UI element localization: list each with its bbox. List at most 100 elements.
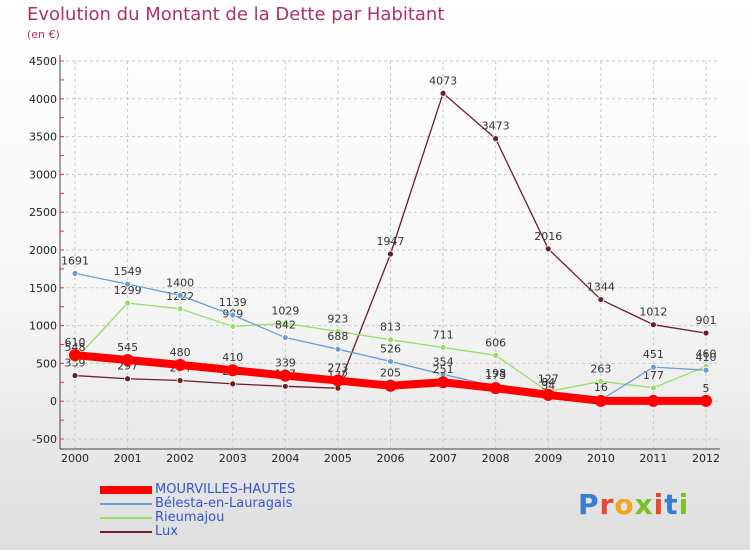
data-label: 711: [433, 328, 454, 341]
y-tick-label: 4500: [29, 55, 57, 68]
logo-letter: r: [599, 488, 615, 521]
data-point: [281, 382, 289, 390]
data-label: 2016: [534, 230, 562, 243]
data-point: [492, 351, 500, 359]
legend-swatch: [100, 503, 152, 505]
data-point: [281, 320, 289, 327]
y-tick-label: 1000: [29, 320, 57, 333]
x-tick-label: 2005: [324, 452, 352, 465]
data-label: 480: [170, 346, 191, 359]
x-tick-label: 2000: [61, 452, 89, 465]
data-point: [174, 358, 187, 371]
data-label: 410: [222, 351, 243, 364]
y-tick-label: 3500: [29, 131, 57, 144]
data-point: [702, 366, 710, 374]
data-point: [229, 311, 237, 319]
data-point: [71, 372, 79, 379]
data-label: 205: [380, 367, 401, 380]
data-label: 84: [541, 376, 555, 389]
data-label: 177: [643, 369, 664, 382]
data-point: [650, 363, 657, 371]
data-point: [71, 269, 79, 277]
data-label: 1139: [219, 296, 247, 309]
legend-item-rieumajou: Rieumajou: [100, 511, 295, 525]
x-tick-label: 2004: [271, 452, 299, 465]
data-label: 451: [643, 348, 664, 361]
x-tick-label: 2003: [219, 452, 247, 465]
legend: MOURVILLES-HAUTES Bélesta-en-Lauragais R…: [100, 483, 295, 539]
data-point: [439, 344, 447, 351]
legend-item-belesta: Bélesta-en-Lauragais: [100, 497, 295, 511]
data-label: 1947: [377, 235, 405, 248]
data-label: 410: [696, 351, 717, 364]
data-point: [229, 323, 237, 330]
data-point: [176, 377, 184, 384]
data-label: 173: [485, 369, 506, 382]
x-tick-label: 2006: [377, 452, 405, 465]
data-point: [226, 364, 239, 377]
logo-letter: o: [614, 488, 635, 521]
data-point: [387, 336, 394, 344]
logo-letter: i: [653, 488, 665, 521]
legend-swatch: [100, 517, 152, 519]
chart-title: Evolution du Montant de la Dette par Hab…: [27, 4, 445, 25]
data-point: [384, 379, 397, 392]
data-label: 526: [380, 342, 401, 355]
data-point: [176, 291, 184, 299]
legend-item-lux: Lux: [100, 525, 295, 539]
data-label: 251: [433, 363, 454, 376]
data-label: 606: [485, 336, 506, 349]
data-point: [331, 374, 344, 387]
data-point: [176, 305, 184, 313]
data-label: 1691: [61, 254, 89, 267]
data-point: [650, 384, 657, 392]
data-label: 127: [538, 373, 559, 386]
data-label: 813: [380, 321, 401, 334]
legend-label: Bélesta-en-Lauragais: [155, 496, 293, 511]
data-point: [542, 388, 555, 401]
data-label: 545: [117, 341, 138, 354]
data-label: 1012: [639, 306, 667, 319]
data-point: [647, 394, 660, 407]
y-tick-label: 2000: [29, 244, 57, 257]
data-point: [594, 394, 607, 407]
data-label: 688: [327, 330, 348, 343]
x-tick-label: 2010: [587, 452, 615, 465]
data-point: [492, 135, 500, 143]
data-label: 3473: [482, 120, 510, 133]
logo-letter: P: [578, 488, 600, 521]
data-point: [650, 321, 657, 329]
data-point: [387, 250, 394, 258]
data-point: [281, 334, 289, 341]
x-tick-label: 2008: [482, 452, 510, 465]
data-point: [700, 394, 712, 407]
data-point: [489, 382, 502, 395]
data-point: [334, 328, 342, 335]
data-label: 354: [433, 355, 454, 368]
data-label: 1549: [114, 265, 142, 278]
data-point: [121, 353, 134, 366]
data-label: 198: [485, 367, 506, 380]
x-tick-label: 2012: [692, 452, 720, 465]
data-label: 16: [594, 381, 608, 394]
data-label: 1029: [271, 304, 299, 317]
data-label: 548: [65, 341, 86, 354]
data-label: 273: [327, 362, 348, 375]
y-tick-label: 4000: [29, 93, 57, 106]
logo-letter: t: [664, 488, 679, 521]
data-point: [437, 376, 450, 389]
y-tick-label: 2500: [29, 206, 57, 219]
data-label: 1299: [114, 284, 142, 297]
data-point: [597, 377, 605, 385]
data-point: [334, 345, 342, 353]
data-point: [124, 375, 131, 383]
proxiti-logo: Proxiti: [578, 488, 689, 521]
data-point: [439, 89, 447, 97]
data-label: 34: [541, 380, 555, 393]
x-tick-label: 2001: [114, 452, 142, 465]
y-tick-label: 0: [50, 395, 57, 408]
legend-label: MOURVILLES-HAUTES: [155, 482, 296, 497]
data-label: 339: [275, 357, 296, 370]
data-point: [279, 369, 292, 382]
